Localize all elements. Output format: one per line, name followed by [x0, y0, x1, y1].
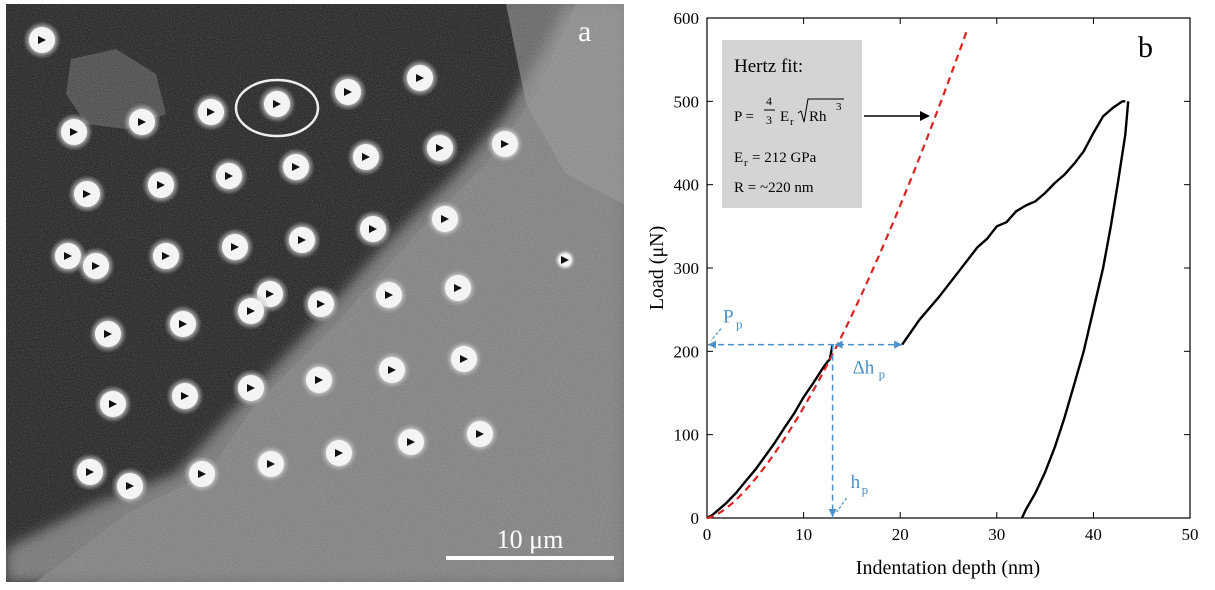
indent-mark [362, 153, 370, 161]
micrograph-image: 10 μm a [6, 4, 624, 582]
indent-mark [460, 355, 468, 363]
indent-mark [181, 392, 189, 400]
indent-mark [207, 108, 215, 116]
load-depth-chart: 0 10 20 30 40 50 0 100 200 300 400 500 600 Hertz fit… [630, 0, 1215, 585]
indent-mark [247, 307, 255, 315]
hp-label: h [851, 472, 861, 493]
indent-mark [454, 284, 462, 292]
y-tick-label: 100 [674, 426, 700, 445]
fraction-numerator: 4 [766, 94, 772, 108]
x-axis-label: Indentation depth (nm) [856, 557, 1040, 579]
indent-mark [416, 74, 424, 82]
fit-arrow-head [920, 111, 930, 121]
depth-jump-arrow-right [894, 340, 903, 349]
micrograph-panel: 10 μm a [6, 4, 624, 582]
hp-label-sub: p [862, 482, 869, 497]
equation-E-sub: r [790, 116, 794, 128]
fit-box: Hertz fit: P = 4 3 E r Rh 3 E r = 212 GP… [722, 40, 862, 208]
indent-mark [388, 366, 396, 374]
x-tick-label: 20 [892, 525, 909, 544]
panel-label-a: a [578, 15, 591, 48]
fit-title: Hertz fit: [734, 56, 803, 77]
fraction-denominator: 3 [766, 113, 772, 127]
indent-mark [407, 438, 415, 446]
indent-mark [298, 236, 306, 244]
indent-array [23, 21, 576, 505]
indent-mark [369, 225, 377, 233]
modulus-value: = 212 GPa [752, 150, 817, 166]
y-tick-label: 500 [674, 92, 700, 111]
indent-mark [247, 384, 255, 392]
pop-in-depth-arrow [828, 509, 837, 517]
indent-mark [157, 181, 165, 189]
indent-mark [104, 330, 112, 338]
indent-mark [344, 88, 352, 96]
indent-mark [231, 243, 239, 251]
indent-mark [317, 300, 325, 308]
y-tick-label: 600 [674, 9, 700, 28]
series-unloading [1020, 101, 1130, 519]
y-tick-label: 400 [674, 176, 700, 195]
pp-leader [710, 328, 722, 342]
y-axis-label: Load (μN) [646, 226, 668, 311]
indent-mark [266, 290, 274, 298]
indent-mark [273, 100, 281, 108]
indent-mark [83, 190, 91, 198]
y-tick-label: 0 [691, 509, 700, 528]
indent-mark [501, 140, 509, 148]
equation-lhs: P = [734, 109, 754, 125]
panel-label-b: b [1138, 31, 1153, 64]
x-tick-label: 0 [703, 525, 712, 544]
indent-mark [38, 36, 46, 44]
fit-box-background [722, 40, 862, 208]
indent-mark [86, 468, 94, 476]
indent-mark [64, 252, 72, 260]
depth-jump-arrow-left [834, 340, 843, 349]
y-tick-label: 200 [674, 342, 700, 361]
indent-mark [138, 118, 146, 126]
indent-mark [292, 163, 300, 171]
delta-hp-label: Δh [853, 358, 875, 379]
scale-bar-label: 10 μm [497, 525, 564, 554]
indent-mark [385, 291, 393, 299]
x-tick-label: 40 [1085, 525, 1102, 544]
indent-mark [476, 430, 484, 438]
indent-mark [267, 460, 275, 468]
indent-mark [92, 262, 100, 270]
highlight-circle [234, 78, 320, 138]
equation-E: E [780, 109, 789, 125]
indent-mark [225, 172, 233, 180]
modulus-sub: r [744, 157, 748, 169]
indent-mark [561, 256, 569, 264]
pop-in-load-arrow-left [708, 340, 716, 349]
x-tick-label: 30 [988, 525, 1005, 544]
indent-mark [315, 376, 323, 384]
series-loading-1 [706, 344, 834, 520]
indent-mark [436, 144, 444, 152]
indent-mark [198, 470, 206, 478]
delta-hp-label-sub: p [879, 367, 886, 382]
indent-mark [335, 449, 343, 457]
indent-mark [179, 320, 187, 328]
x-tick-label: 50 [1182, 525, 1199, 544]
modulus-E: E [734, 150, 743, 166]
x-tick-label: 10 [795, 525, 812, 544]
indent-mark [70, 128, 78, 136]
series-loading-2 [901, 100, 1126, 346]
pp-label-sub: p [736, 317, 743, 332]
radius-text: R = ~220 nm [734, 180, 814, 196]
equation-exponent: 3 [836, 101, 842, 113]
indent-mark [441, 215, 449, 223]
indent-mark [162, 252, 170, 260]
indent-mark [126, 482, 134, 490]
equation-radicand: Rh [809, 109, 827, 125]
sqrt-sign [797, 98, 844, 123]
y-tick-label: 300 [674, 259, 700, 278]
hp-leader [836, 497, 848, 513]
pp-label: P [723, 307, 734, 328]
indent-mark [109, 400, 117, 408]
scale-bar [446, 556, 614, 560]
